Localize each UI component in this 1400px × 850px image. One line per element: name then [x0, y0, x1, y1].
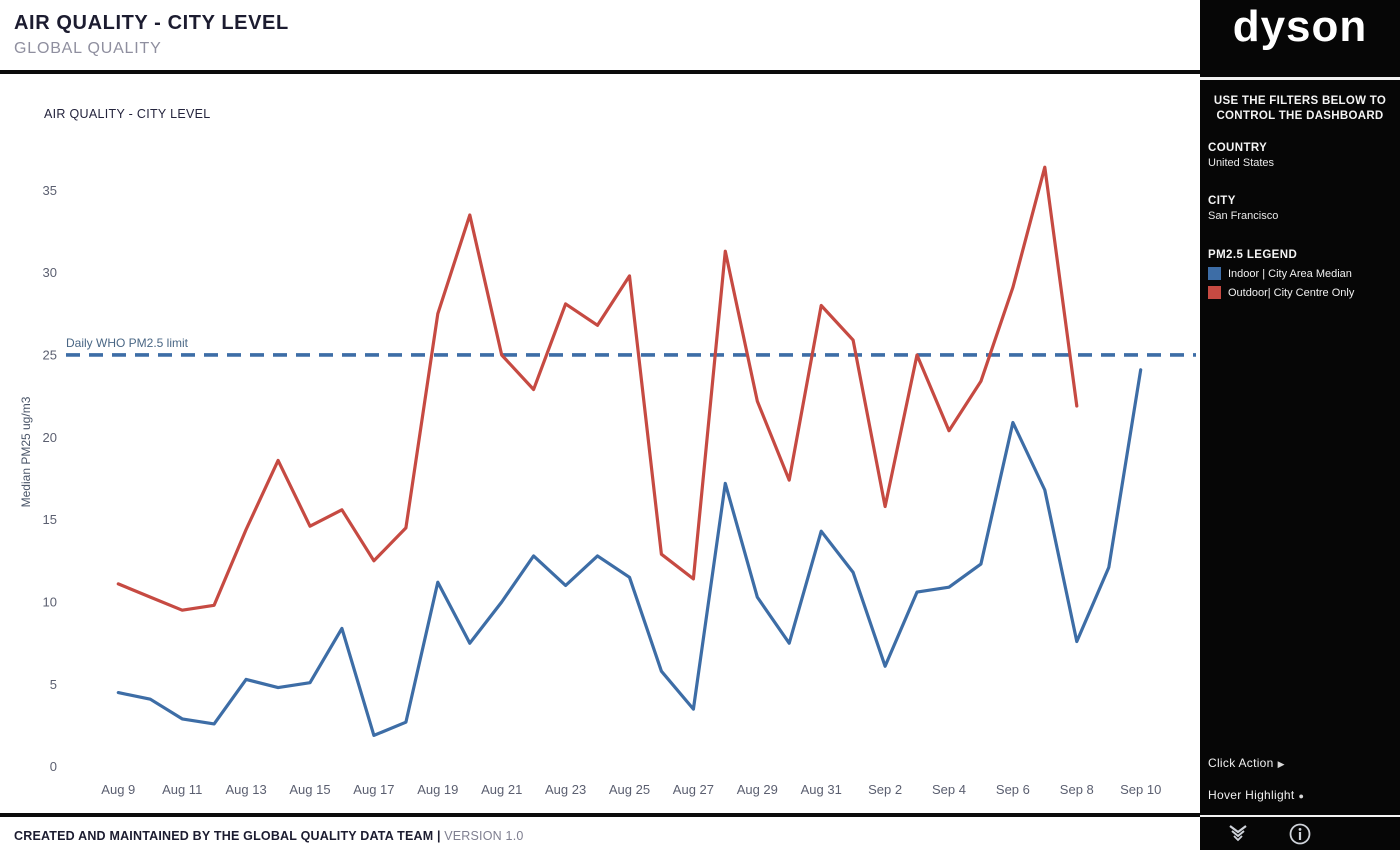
x-tick-label: Aug 25	[609, 782, 650, 797]
legend-item-indoor[interactable]: Indoor | City Area Median	[1208, 267, 1354, 280]
x-tick-label: Sep 4	[932, 782, 966, 797]
y-tick-label: 35	[43, 183, 57, 198]
legend-title: PM2.5 LEGEND	[1208, 249, 1298, 261]
dyson-logo: dyson	[1232, 2, 1368, 51]
click-action-hint: Click Action ▶	[1208, 756, 1285, 770]
x-tick-label: Sep 6	[996, 782, 1030, 797]
x-tick-label: Aug 27	[673, 782, 714, 797]
y-tick-label: 10	[43, 595, 57, 610]
header-divider	[0, 70, 1200, 74]
y-tick-label: 15	[43, 512, 57, 527]
y-tick-label: 5	[50, 677, 57, 692]
who-limit-label: Daily WHO PM2.5 limit	[66, 336, 189, 350]
indoor-swatch-icon	[1208, 267, 1221, 280]
footer-credit: CREATED AND MAINTAINED BY THE GLOBAL QUA…	[14, 829, 441, 843]
double-chevron-down-icon[interactable]	[1226, 822, 1250, 846]
x-tick-label: Aug 21	[481, 782, 522, 797]
filter-instructions: USE THE FILTERS BELOW TO CONTROL THE DAS…	[1213, 95, 1387, 122]
y-tick-label: 20	[43, 430, 57, 445]
x-tick-label: Aug 31	[801, 782, 842, 797]
legend-item-label: Outdoor| City Centre Only	[1228, 286, 1355, 299]
country-filter-value[interactable]: United States	[1208, 157, 1275, 169]
footer-version: VERSION 1.0	[444, 829, 524, 843]
y-tick-label: 30	[43, 265, 57, 280]
x-tick-label: Aug 29	[737, 782, 778, 797]
city-filter-value[interactable]: San Francisco	[1208, 210, 1279, 222]
chart-title: AIR QUALITY - CITY LEVEL	[44, 107, 211, 121]
outdoor-series-line[interactable]	[116, 165, 1079, 612]
hover-highlight-hint: Hover Highlight ●	[1208, 788, 1305, 802]
footer-divider	[0, 813, 1200, 817]
legend-item-outdoor[interactable]: Outdoor| City Centre Only	[1208, 286, 1354, 299]
country-filter[interactable]: COUNTRY United States	[1208, 142, 1274, 169]
legend-item-label: Indoor | City Area Median	[1228, 267, 1352, 280]
outdoor-swatch-icon	[1208, 286, 1221, 299]
city-filter-label: CITY	[1208, 195, 1236, 207]
line-chart[interactable]: Daily WHO PM2.5 limit 0 5 10 15 20 25 30 35 Aug 9…	[0, 0, 1200, 850]
dot-icon: ●	[1298, 791, 1305, 801]
x-tick-label: Aug 11	[162, 782, 202, 797]
x-tick-label: Sep 10	[1120, 782, 1161, 797]
indoor-series-line[interactable]	[116, 368, 1143, 738]
country-filter-label: COUNTRY	[1208, 142, 1268, 154]
info-icon[interactable]	[1288, 822, 1312, 846]
play-icon: ▶	[1277, 759, 1285, 769]
page-subtitle: GLOBAL QUALITY	[14, 40, 162, 57]
y-tick-label: 0	[50, 759, 57, 774]
sidebar: dyson USE THE FILTERS BELOW TO CONTROL T…	[1200, 0, 1400, 850]
x-tick-label: Sep 2	[868, 782, 902, 797]
page-title: AIR QUALITY - CITY LEVEL	[14, 12, 289, 34]
x-tick-label: Aug 15	[289, 782, 330, 797]
x-tick-label: Sep 8	[1060, 782, 1094, 797]
x-tick-label: Aug 23	[545, 782, 586, 797]
pm25-legend: PM2.5 LEGEND Indoor | City Area Median O…	[1208, 249, 1354, 299]
city-filter[interactable]: CITY San Francisco	[1208, 195, 1278, 222]
x-tick-label: Aug 9	[101, 782, 135, 797]
sidebar-bottom-divider	[1200, 815, 1400, 817]
x-tick-label: Aug 13	[225, 782, 266, 797]
x-tick-label: Aug 19	[417, 782, 458, 797]
x-tick-label: Aug 17	[353, 782, 394, 797]
sidebar-divider	[1200, 77, 1400, 80]
footer: CREATED AND MAINTAINED BY THE GLOBAL QUA…	[14, 829, 524, 843]
main-panel: AIR QUALITY - CITY LEVEL GLOBAL QUALITY …	[0, 0, 1200, 850]
y-axis-label: Median PM25 ug/m3	[19, 396, 33, 507]
y-tick-label: 25	[43, 347, 57, 362]
